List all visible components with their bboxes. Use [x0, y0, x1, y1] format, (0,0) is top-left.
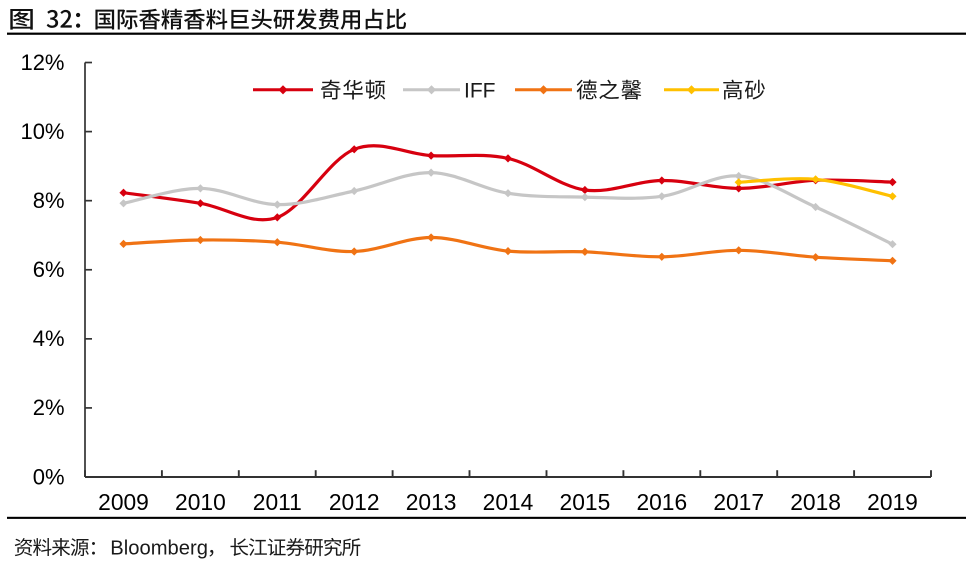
- svg-text:2010: 2010: [175, 489, 226, 515]
- svg-text:2018: 2018: [790, 489, 841, 515]
- svg-text:2011: 2011: [253, 489, 302, 515]
- svg-text:8%: 8%: [33, 188, 65, 213]
- svg-text:Bloomberg: Bloomberg: [110, 538, 208, 560]
- svg-text:2019: 2019: [867, 489, 918, 515]
- svg-text:10%: 10%: [20, 119, 64, 144]
- svg-text:4%: 4%: [33, 326, 65, 351]
- svg-text:2%: 2%: [33, 395, 65, 420]
- svg-text:2014: 2014: [483, 489, 534, 515]
- svg-text:2009: 2009: [98, 489, 149, 515]
- svg-text:2017: 2017: [713, 489, 764, 515]
- svg-text:2015: 2015: [560, 489, 611, 515]
- svg-text:2016: 2016: [636, 489, 687, 515]
- svg-text:0%: 0%: [33, 464, 65, 489]
- svg-text:2013: 2013: [406, 489, 457, 515]
- svg-text:6%: 6%: [33, 257, 65, 282]
- svg-text:12%: 12%: [20, 50, 64, 75]
- svg-text:IFF: IFF: [464, 79, 496, 102]
- svg-text:2012: 2012: [329, 489, 380, 515]
